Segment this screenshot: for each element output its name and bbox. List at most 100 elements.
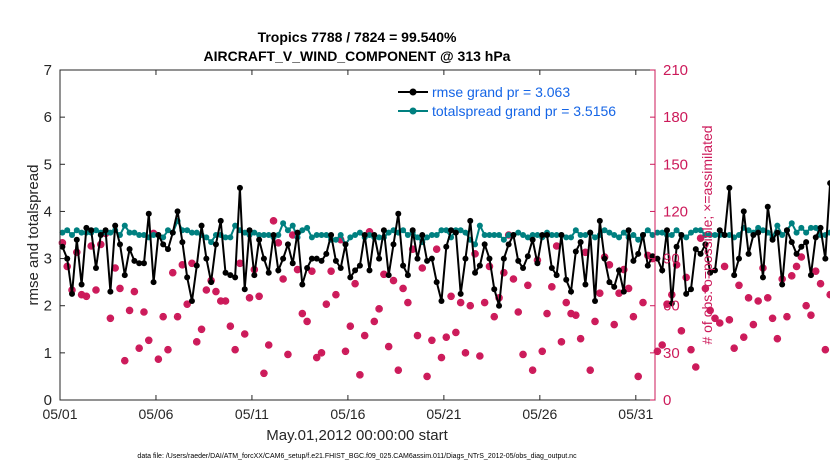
rmse-point [265,269,272,276]
obs-assimilated-point [164,346,172,353]
obs-assimilated-point [169,269,176,276]
rmse-point [323,250,330,257]
rmse-point [812,234,819,241]
obs-assimilated-point [428,337,436,344]
obs-assimilated-point [337,236,344,243]
totalspread-point [318,232,325,238]
totalspread-point [568,234,575,241]
axes [59,69,656,401]
rmse-point [289,260,296,267]
rmse-point [644,262,651,269]
rmse-point [184,274,191,281]
x-tick-label: 05/26 [522,406,557,422]
chart-title-line1: Tropics 7788 / 7824 = 99.540% [258,29,457,45]
rmse-point [515,257,522,264]
rmse-point [198,222,205,229]
obs-assimilated-point [284,351,292,358]
obs-assimilated-point [697,234,704,242]
obs-assimilated-point [303,318,311,325]
rmse-point [563,276,570,283]
rmse-point [97,232,104,238]
rmse-point [294,229,301,236]
totalspread-point [572,227,579,234]
totalspread-point [759,227,766,234]
obs-assimilated-point [692,363,699,371]
rmse-point [827,180,830,187]
rmse-line [61,183,830,306]
obs-assimilated-point [625,285,632,292]
rmse-point [270,232,277,238]
obs-assimilated-point [318,349,325,357]
x-tick-label: 05/11 [235,406,269,422]
totalspread-point [683,234,690,241]
rmse-point [668,300,675,307]
obs-assimilated-point [265,341,272,349]
totalspread-point [256,232,263,238]
totalspread-point [755,224,762,231]
obs-assimilated-point [687,346,695,353]
obs-assimilated-point [702,285,709,292]
totalspread-point [193,229,200,236]
rmse-point [544,232,551,238]
obs-assimilated-point [63,263,71,270]
obs-assimilated-point [706,307,714,314]
rmse-point [726,184,733,191]
obs-assimilated-point [183,300,191,308]
totalspread-point [332,236,339,243]
rmse-point [673,243,680,250]
totalspread-point [92,227,99,234]
rmse-point [78,281,85,288]
obs-assimilated-point [481,299,488,306]
obs-assimilated-point [663,300,671,308]
totalspread-point [222,234,229,241]
rmse-point [510,232,517,238]
totalspread-point [707,232,714,238]
rmse-point [558,232,565,238]
legend-spread-marker [409,107,417,115]
obs-assimilated-point [654,348,661,355]
rmse-point [625,227,632,234]
footer-data-file: data file: /Users/raeder/DAI/ATM_forcXX/… [137,453,577,460]
rmse-point [342,241,349,248]
obs-assimilated-point [116,285,124,292]
y-axis-label-right: # of obs: o=possible; ×=assimilated [699,125,715,344]
totalspread-point [476,222,483,229]
totalspread-point [424,234,431,241]
y-tick-label-right: 30 [663,345,680,362]
obs-assimilated-point [174,313,181,320]
obs-assimilated-point [750,321,757,328]
obs-assimilated-point [630,313,637,320]
totalspread-point [654,229,661,236]
totalspread-point [462,229,469,236]
rmse-point [496,302,503,309]
obs-assimilated-point [107,315,114,322]
rmse-point [807,272,814,279]
obs-assimilated-point [366,228,373,236]
totalspread-point [803,229,810,236]
rmse-point [779,281,786,288]
rmse-point [500,255,507,262]
totalspread-point [774,222,781,229]
obs-assimilated-point [769,315,776,322]
obs-assimilated-point [275,239,282,247]
obs-assimilated-point [385,343,392,350]
totalspread-point [203,234,210,241]
totalspread-point [308,234,315,241]
rmse-point [371,232,378,238]
rmse-point [755,229,762,236]
rmse-point [659,267,666,274]
totalspread-point [251,229,258,236]
rmse-point [414,255,421,262]
rmse-point [304,265,311,271]
totalspread-point [376,234,383,241]
rmse-point [68,290,75,297]
obs-assimilated-point [515,308,522,316]
y-tick-label-left: 0 [44,392,52,409]
rmse-point [419,232,426,238]
obs-assimilated-point [793,263,800,270]
totalspread-point [164,227,171,234]
obs-assimilated-point [798,253,805,261]
obs-assimilated-point [327,267,335,275]
totalspread-point [184,227,191,234]
